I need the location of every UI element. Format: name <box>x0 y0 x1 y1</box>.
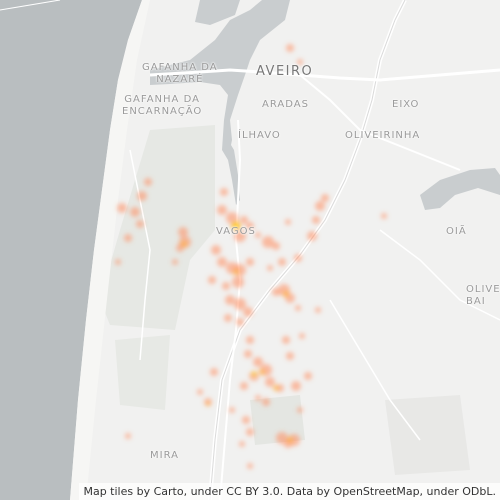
forest-area <box>100 125 215 330</box>
lake <box>420 168 500 210</box>
lagoon <box>195 0 240 25</box>
lagoon <box>150 0 290 160</box>
urban-area <box>385 395 470 475</box>
road <box>329 299 421 441</box>
place-label-vagos: VAGOS <box>216 226 256 237</box>
place-label-aveiro: AVEIRO <box>256 64 314 79</box>
place-label-oliveirinha: OLIVEIRINHA <box>345 130 421 141</box>
place-label-gafanha-da-encarnacao: GAFANHA DA ENCARNAÇÃO <box>122 94 203 117</box>
road <box>129 149 151 361</box>
place-label-eixo: EIXO <box>392 99 420 110</box>
heatmap-layer <box>115 44 387 469</box>
road <box>379 229 500 321</box>
river <box>228 140 240 205</box>
road <box>299 74 461 171</box>
map-attribution[interactable]: Map tiles by Carto, under CC BY 3.0. Dat… <box>79 483 500 500</box>
forest-area <box>115 335 170 410</box>
road <box>0 0 61 11</box>
urban-area <box>250 395 305 445</box>
place-label-ilhavo: ÍLHAVO <box>238 130 281 141</box>
highway-outline <box>209 0 406 500</box>
place-label-gafanha-da-nazare: GAFANHA DA NAZARÉ <box>142 62 218 85</box>
place-label-oliveira-do-bairro: OLIVE BAI <box>466 284 500 307</box>
place-label-mira: MIRA <box>150 450 179 461</box>
beach <box>70 0 150 500</box>
place-label-oia: OIÃ <box>446 226 467 237</box>
sea <box>0 0 142 500</box>
place-label-aradas: ARADAS <box>262 99 309 110</box>
